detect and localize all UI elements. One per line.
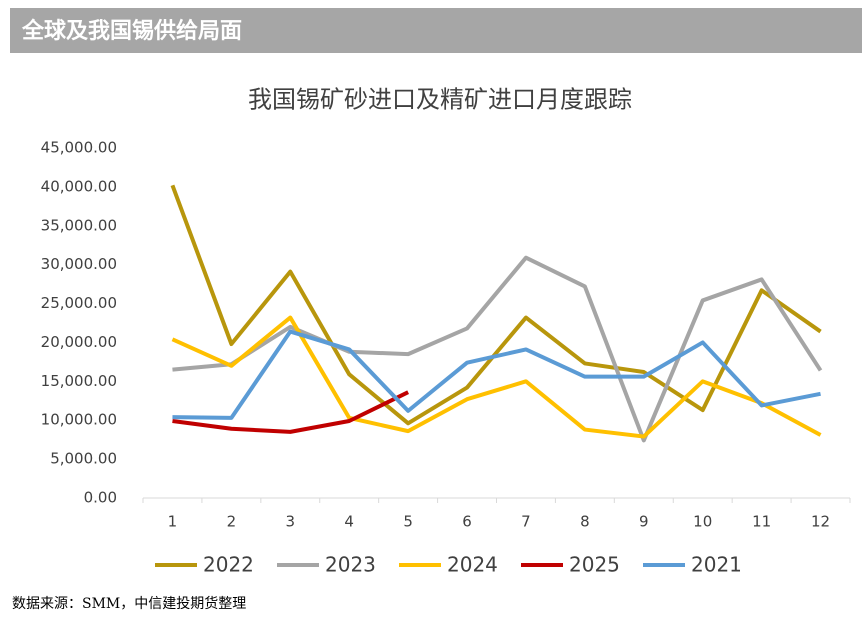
x-tick-label: 5 <box>403 513 413 531</box>
x-tick-label: 12 <box>811 513 830 531</box>
series-line <box>172 255 823 443</box>
series-line <box>172 390 410 434</box>
x-tick-label: 11 <box>752 513 771 531</box>
header-title: 全球及我国锡供给局面 <box>21 18 242 44</box>
series-line <box>172 329 821 420</box>
x-tick-label: 3 <box>286 513 296 531</box>
header-bar <box>10 8 862 53</box>
y-tick-label: 25,000.00 <box>41 294 117 312</box>
series-line <box>171 315 822 439</box>
legend-label: 2021 <box>691 553 742 577</box>
y-tick-label: 15,000.00 <box>41 372 117 390</box>
y-tick-label: 10,000.00 <box>41 411 117 429</box>
y-tick-label: 5,000.00 <box>50 450 117 468</box>
x-tick-label: 9 <box>639 513 649 531</box>
legend-label: 2025 <box>569 553 620 577</box>
y-tick-label: 45,000.00 <box>41 139 117 157</box>
legend-label: 2023 <box>325 553 376 577</box>
x-tick-label: 4 <box>344 513 354 531</box>
y-tick-label: 30,000.00 <box>41 255 117 273</box>
legend-label: 2022 <box>203 553 254 577</box>
x-tick-label: 8 <box>580 513 590 531</box>
series-line <box>170 184 822 426</box>
x-tick-label: 2 <box>227 513 237 531</box>
y-tick-label: 20,000.00 <box>41 333 117 351</box>
y-tick-label: 0.00 <box>84 489 117 507</box>
source-note: 数据来源：SMM，中信建投期货整理 <box>12 595 246 612</box>
x-tick-label: 10 <box>693 513 712 531</box>
x-tick-label: 6 <box>462 513 472 531</box>
y-tick-label: 40,000.00 <box>41 177 117 195</box>
chart-title: 我国锡矿砂进口及精矿进口月度跟踪 <box>248 86 632 114</box>
x-tick-label: 1 <box>168 513 178 531</box>
x-tick-label: 7 <box>521 513 531 531</box>
y-tick-label: 35,000.00 <box>41 216 117 234</box>
legend-label: 2024 <box>447 553 498 577</box>
